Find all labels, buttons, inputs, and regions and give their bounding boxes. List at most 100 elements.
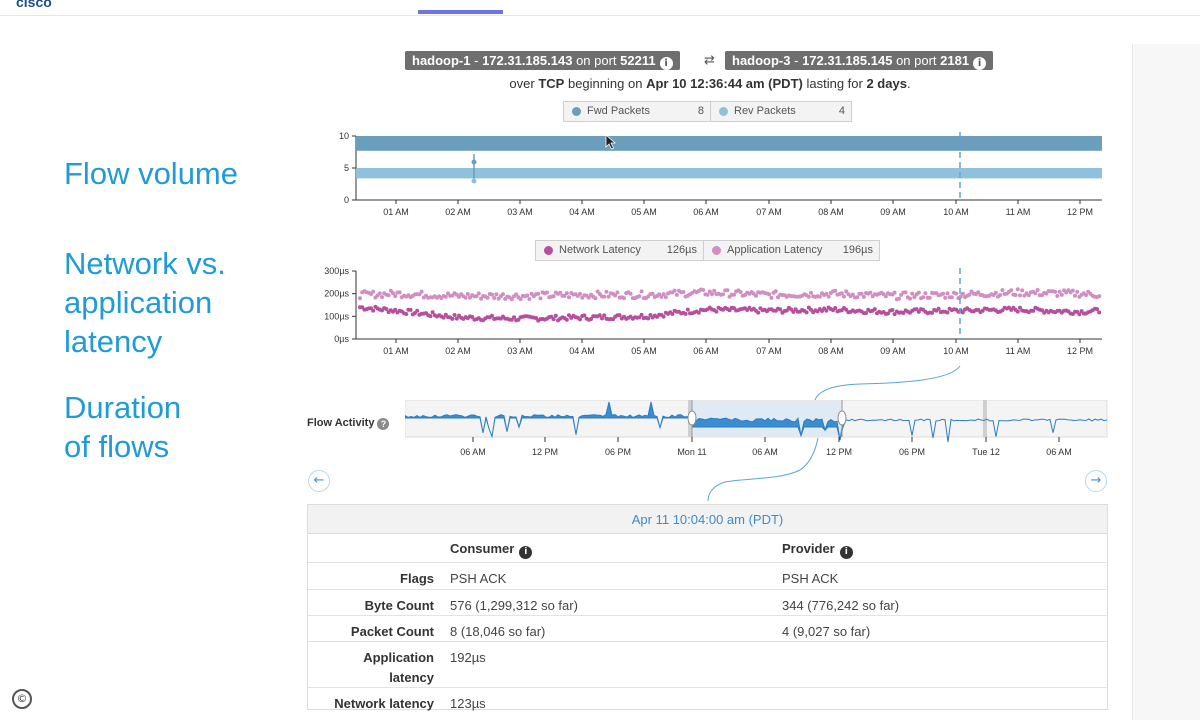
- network-latency-point: [890, 308, 895, 312]
- x-tick-label: 07 AM: [756, 346, 782, 356]
- application-latency-point: [868, 290, 873, 295]
- network-latency-point: [824, 308, 829, 313]
- detail-timestamp: Apr 11 10:04:00 am (PDT): [308, 505, 1107, 534]
- network-latency-point: [371, 308, 376, 313]
- application-latency-point: [358, 296, 362, 301]
- active-tab-indicator[interactable]: [418, 10, 503, 14]
- x-tick-label: 06 AM: [752, 447, 778, 457]
- application-latency-point: [674, 292, 679, 297]
- application-latency-point: [910, 291, 915, 296]
- legend-fwd-packets[interactable]: Fwd Packets 8: [564, 102, 710, 121]
- top-bar: cisco: [0, 0, 1200, 16]
- network-latency-point: [930, 310, 934, 315]
- application-latency-point: [817, 294, 822, 299]
- network-latency-point: [670, 312, 675, 316]
- application-latency-point: [725, 288, 730, 293]
- application-latency-point: [1018, 293, 1022, 298]
- network-latency-point: [589, 317, 593, 321]
- x-tick-label: 06 PM: [899, 447, 925, 457]
- application-latency-point: [628, 291, 633, 296]
- application-latency-point: [527, 297, 532, 301]
- network-latency-point: [393, 307, 398, 312]
- network-latency-point: [1015, 309, 1020, 314]
- application-latency-point: [1073, 293, 1077, 298]
- latency-label: Network vs. application latency: [64, 246, 226, 359]
- application-latency-point: [380, 295, 384, 300]
- x-tick-label: 10 AM: [943, 207, 969, 217]
- network-latency-point: [597, 313, 602, 318]
- swap-arrows-icon[interactable]: ⇄: [704, 53, 715, 68]
- table-row: Flags PSH ACK PSH ACK: [308, 563, 1107, 590]
- mouse-pointer-icon: [605, 134, 617, 150]
- application-latency-point: [551, 294, 556, 299]
- application-latency-point: [861, 294, 866, 299]
- y-tick-label: 5: [344, 163, 349, 173]
- application-latency-point: [485, 295, 490, 300]
- application-latency-point: [545, 290, 549, 295]
- network-latency-point: [551, 317, 556, 322]
- application-latency-point: [721, 292, 725, 297]
- network-latency-point: [1000, 308, 1005, 313]
- x-tick-label: 06 AM: [1046, 447, 1072, 457]
- network-latency-point: [661, 314, 666, 319]
- application-latency-point: [850, 292, 855, 297]
- network-latency-point: [936, 306, 941, 311]
- application-latency-point: [639, 289, 644, 294]
- application-latency-point: [949, 295, 954, 300]
- info-icon[interactable]: i: [519, 546, 533, 559]
- application-latency-point: [945, 291, 950, 296]
- legend-network-latency[interactable]: Network Latency 126µs: [536, 241, 703, 260]
- flow-activity-label: Flow Activity?: [307, 417, 390, 430]
- selection-handle: [837, 410, 847, 426]
- y-tick-label: 0µs: [334, 334, 349, 344]
- application-latency-point: [1033, 291, 1038, 296]
- network-latency-point: [833, 306, 838, 310]
- legend-application-latency[interactable]: Application Latency 196µs: [703, 241, 879, 260]
- application-latency-point: [492, 296, 497, 300]
- application-latency-point: [613, 293, 618, 298]
- network-latency-point: [600, 316, 604, 321]
- application-latency-point: [1097, 294, 1102, 299]
- network-latency-points: [358, 304, 1102, 323]
- packets-chart[interactable]: 0 5 10 01 AM 02 AM 03 AM 04 AM 05 AM 06 AM 07 AM 0…: [310, 128, 1120, 222]
- question-icon[interactable]: ?: [377, 418, 390, 430]
- application-latency-point: [738, 290, 743, 294]
- application-latency-point: [954, 291, 959, 296]
- consumer-header: Consumer i: [450, 541, 533, 559]
- application-latency-point: [490, 292, 494, 297]
- application-latency-point: [826, 294, 831, 299]
- network-latency-point: [714, 309, 719, 314]
- application-latency-point: [494, 292, 499, 297]
- application-latency-points: [358, 287, 1102, 302]
- x-tick-label: 07 AM: [756, 207, 782, 217]
- y-tick-label: 300µs: [324, 266, 349, 276]
- application-latency-point: [897, 296, 901, 301]
- copyright-icon: ©: [12, 689, 32, 709]
- source-endpoint-badge[interactable]: hadoop-1 - 172.31.185.143 on port 52211 i: [405, 51, 680, 70]
- application-latency-point: [998, 293, 1003, 297]
- info-icon[interactable]: i: [839, 546, 853, 559]
- application-latency-point: [916, 290, 921, 295]
- flow-activity-chart[interactable]: 06 AM 12 PM 06 PM Mon 11 06 AM 12 PM 06 PM Tue …: [405, 400, 1110, 462]
- arrow-left-icon[interactable]: ←: [308, 470, 330, 492]
- right-side-panel: [1132, 44, 1200, 720]
- info-icon[interactable]: i: [659, 57, 673, 70]
- application-latency-point: [892, 290, 897, 295]
- legend-rev-packets[interactable]: Rev Packets 4: [710, 102, 851, 121]
- application-latency-point: [1055, 294, 1060, 298]
- application-latency-point: [518, 297, 523, 302]
- arrow-right-icon[interactable]: →: [1085, 470, 1107, 492]
- network-latency-point: [408, 307, 413, 312]
- application-latency-point: [479, 296, 483, 301]
- latency-chart[interactable]: 0µs 100µs 200µs 300µs 01 AM 02 AM 03 AM 04 AM 05…: [310, 262, 1120, 360]
- fwd-packets-area: [356, 136, 1102, 151]
- x-tick-label: 12 PM: [532, 447, 558, 457]
- x-tick-label: 10 AM: [943, 346, 969, 356]
- application-latency-point: [443, 294, 448, 299]
- application-latency-point: [586, 295, 591, 300]
- destination-endpoint-badge[interactable]: hadoop-3 - 172.31.185.145 on port 2181 i: [725, 51, 994, 70]
- detail-header-row: Consumer i Provider i: [308, 534, 1107, 563]
- connector-lines: [707, 365, 961, 502]
- info-icon[interactable]: i: [973, 57, 987, 70]
- x-tick-label: 04 AM: [569, 346, 595, 356]
